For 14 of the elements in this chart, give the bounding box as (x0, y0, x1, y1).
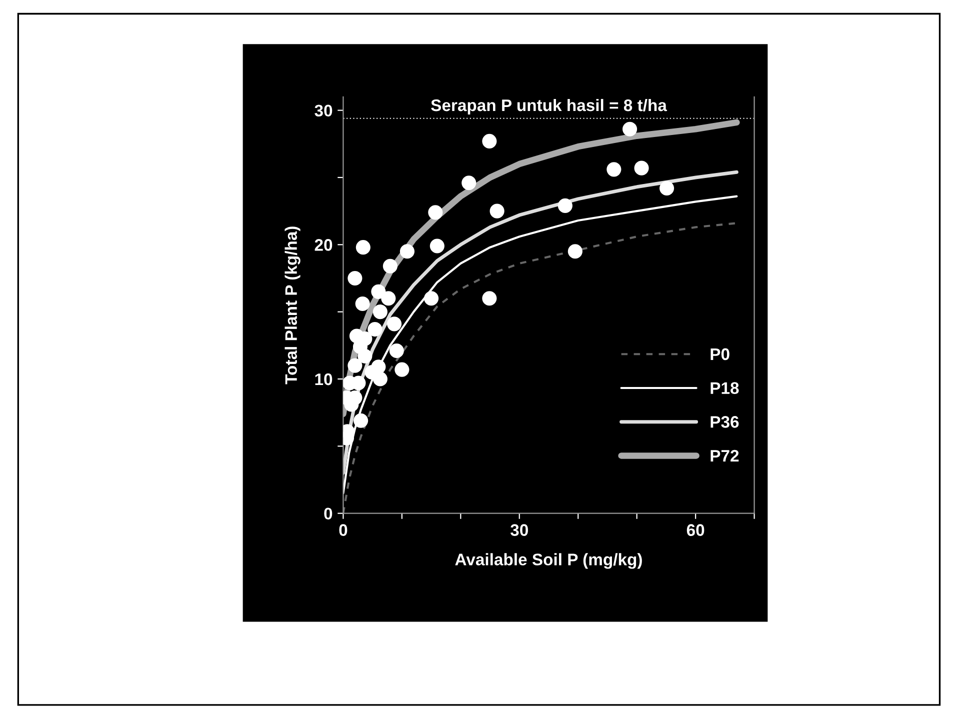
legend-label: P18 (710, 382, 739, 394)
x-tick-label: 0 (339, 524, 348, 536)
legend-label: P72 (710, 450, 739, 462)
legend-label: P36 (710, 416, 739, 428)
y-tick-label: 20 (314, 239, 332, 251)
y-tick-label: 10 (315, 373, 332, 386)
y-tick-label: 0 (324, 508, 332, 520)
legend-label: P0 (710, 348, 730, 360)
annotation: Serapan P untuk hasil = 8 t/ha (431, 98, 668, 114)
y-axis-title: Total Plant P (kg/ha) (284, 226, 300, 384)
x-axis-title: Available Soil P (mg/kg) (455, 553, 642, 569)
x-tick-label: 30 (510, 524, 528, 536)
y-tick-label: 30 (314, 104, 332, 117)
x-tick-label: 60 (686, 524, 704, 536)
